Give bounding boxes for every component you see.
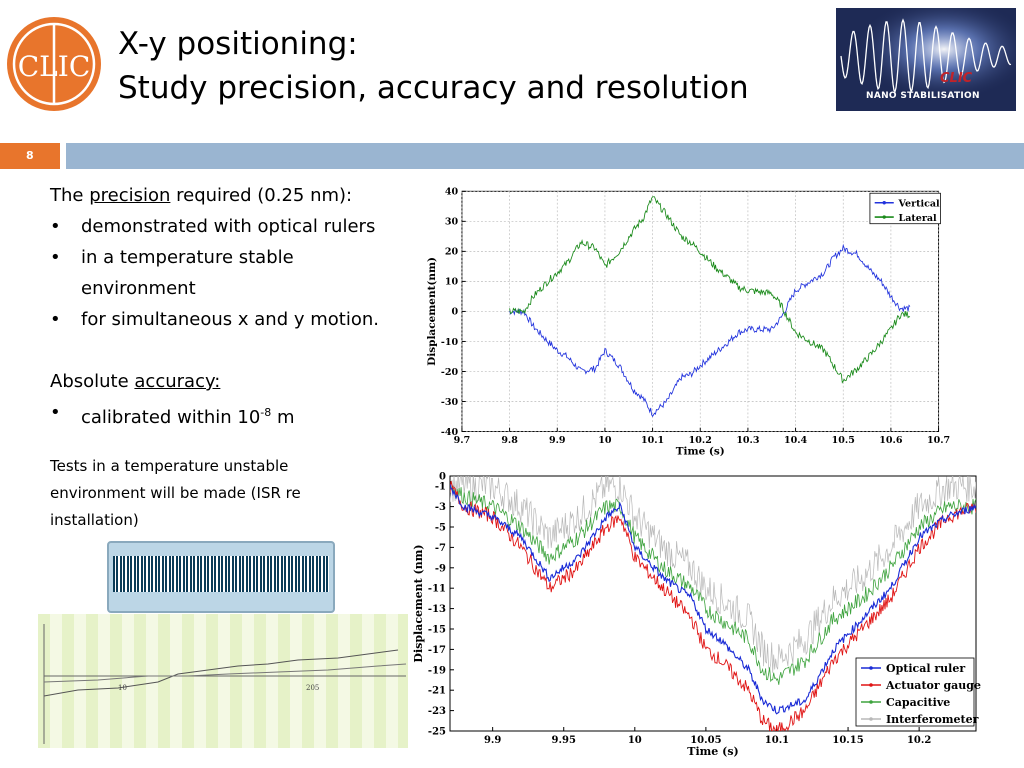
y-tick-label: -15: [428, 625, 446, 636]
series-line-vertical: [509, 243, 911, 418]
slide-title: X-y positioning: Study precision, accura…: [118, 22, 749, 110]
y-tick-label: -25: [428, 727, 446, 738]
clic-logo: CLIC: [7, 17, 101, 111]
precision-word: precision: [89, 185, 171, 206]
legend-label: Capacitive: [886, 696, 950, 709]
slide-body: The precision required (0.25 nm): demons…: [50, 180, 420, 433]
xy-displacement-chart: 9.7 9.8 9.9 10 10.1 10.2 10.3 10.4 10.5 10.6 10.7 4…: [426, 187, 950, 458]
y-tick-label: -23: [428, 706, 446, 717]
x-tick-label: 9.9: [549, 435, 566, 446]
calibration-plot-photo: 10 205: [38, 614, 408, 748]
y-tick-label: 0: [439, 472, 446, 483]
y-axis-label: Displacement(nm): [426, 257, 438, 366]
legend-marker: [869, 683, 873, 687]
y-tick-label: -17: [428, 645, 446, 656]
legend-box: [855, 657, 975, 727]
y-tick-label: -1: [435, 482, 446, 493]
series-line-capacitive: [450, 487, 976, 685]
x-tick-label: 10.2: [689, 435, 712, 446]
bullet-temperature-stable: in a temperature stable: [50, 242, 420, 273]
series-line-lateral: [509, 196, 911, 384]
x-tick-label: 10: [628, 735, 642, 746]
clic-logo-text: CLIC: [18, 50, 91, 83]
nano-stabilisation-text: NANO STABILISATION: [866, 91, 980, 101]
x-tick-label: 10.1: [641, 435, 664, 446]
bullet-optical-rulers: demonstrated with optical rulers: [50, 211, 420, 242]
header-strip: [66, 143, 1024, 169]
bullet-calibrated: calibrated within 10-8 m: [50, 397, 420, 433]
x-tick-label: 10.4: [784, 435, 808, 446]
unstable-environment-note: Tests in a temperature unstable environm…: [50, 457, 301, 529]
x-tick-label: 9.9: [484, 735, 501, 746]
y-tick-label: -10: [441, 337, 459, 348]
photo-tick-left: 10: [118, 684, 127, 692]
accuracy-heading: Absolute accuracy:: [50, 371, 221, 392]
legend-marker: [882, 215, 886, 219]
nano-stabilisation-logo: CLIC NANO STABILISATION: [836, 8, 1016, 111]
x-tick-label: 9.7: [454, 435, 471, 446]
y-tick-label: -40: [441, 427, 459, 438]
title-line-1: X-y positioning:: [118, 26, 358, 62]
y-tick-label: 30: [445, 217, 459, 228]
legend-label: Interferometer: [886, 713, 979, 726]
y-tick-label: 10: [445, 277, 459, 288]
x-tick-label: 10.5: [832, 435, 855, 446]
y-tick-label: -7: [435, 543, 446, 554]
accuracy-word: accuracy:: [134, 371, 221, 392]
legend-marker: [869, 717, 873, 721]
displacement-comparison-chart: 9.9 9.95 10 10.05 10.1 10.15 10.2 0-1 -3 -5 -7 -9 -1…: [412, 472, 981, 759]
y-tick-label: -5: [435, 523, 446, 534]
series-line-actuator-gauge: [450, 480, 976, 731]
series-line-optical-ruler: [450, 484, 976, 715]
y-tick-label: 20: [445, 247, 459, 258]
series-line-interferometer: [450, 476, 976, 673]
y-tick-label: -9: [435, 563, 446, 574]
x-tick-label: 10.6: [879, 435, 903, 446]
bullet-simultaneous-motion: for simultaneous x and y motion.: [50, 304, 420, 335]
x-tick-label: 10.7: [927, 435, 950, 446]
y-tick-label: -30: [441, 397, 459, 408]
legend-label: Vertical: [898, 199, 941, 210]
y-tick-label: -21: [428, 686, 446, 697]
y-tick-label: 40: [445, 187, 459, 198]
photo-tick-right: 205: [306, 684, 319, 692]
clic-small-logo-text: CLIC: [940, 71, 973, 86]
legend-label: Actuator gauge: [885, 679, 981, 692]
slide-number: 8: [0, 143, 60, 169]
legend-marker: [869, 666, 873, 670]
y-axis-label: Displacement (nm): [412, 544, 425, 662]
x-tick-label: 10.15: [832, 735, 863, 746]
x-tick-label: 9.8: [501, 435, 518, 446]
sine-wave-icon: [836, 8, 1016, 111]
legend-marker: [882, 201, 886, 205]
y-tick-label: 0: [452, 307, 459, 318]
x-axis-label: Time (s): [676, 445, 725, 457]
x-tick-label: 10.05: [690, 735, 721, 746]
x-tick-label: 10.2: [907, 735, 931, 746]
y-tick-label: -20: [441, 367, 459, 378]
x-tick-label: 10.3: [736, 435, 760, 446]
x-tick-label: 10.1: [765, 735, 789, 746]
y-tick-label: -19: [428, 665, 446, 676]
legend-label: Lateral: [899, 213, 937, 224]
legend-marker: [869, 700, 873, 704]
precision-heading: The precision required (0.25 nm):: [50, 185, 353, 206]
y-tick-label: -11: [428, 584, 446, 595]
y-tick-label: -13: [428, 604, 446, 615]
y-tick-label: -3: [435, 502, 446, 513]
legend-label: Optical ruler: [886, 662, 965, 675]
legend-box: [869, 192, 941, 225]
x-tick-label: 10: [598, 435, 612, 446]
title-line-2: Study precision, accuracy and resolution: [118, 70, 749, 106]
bullet-temperature-stable-cont: environment: [81, 278, 196, 299]
x-tick-label: 9.95: [552, 735, 576, 746]
optical-ruler-photo: [107, 541, 335, 613]
x-axis-label: Time (s): [687, 745, 738, 758]
